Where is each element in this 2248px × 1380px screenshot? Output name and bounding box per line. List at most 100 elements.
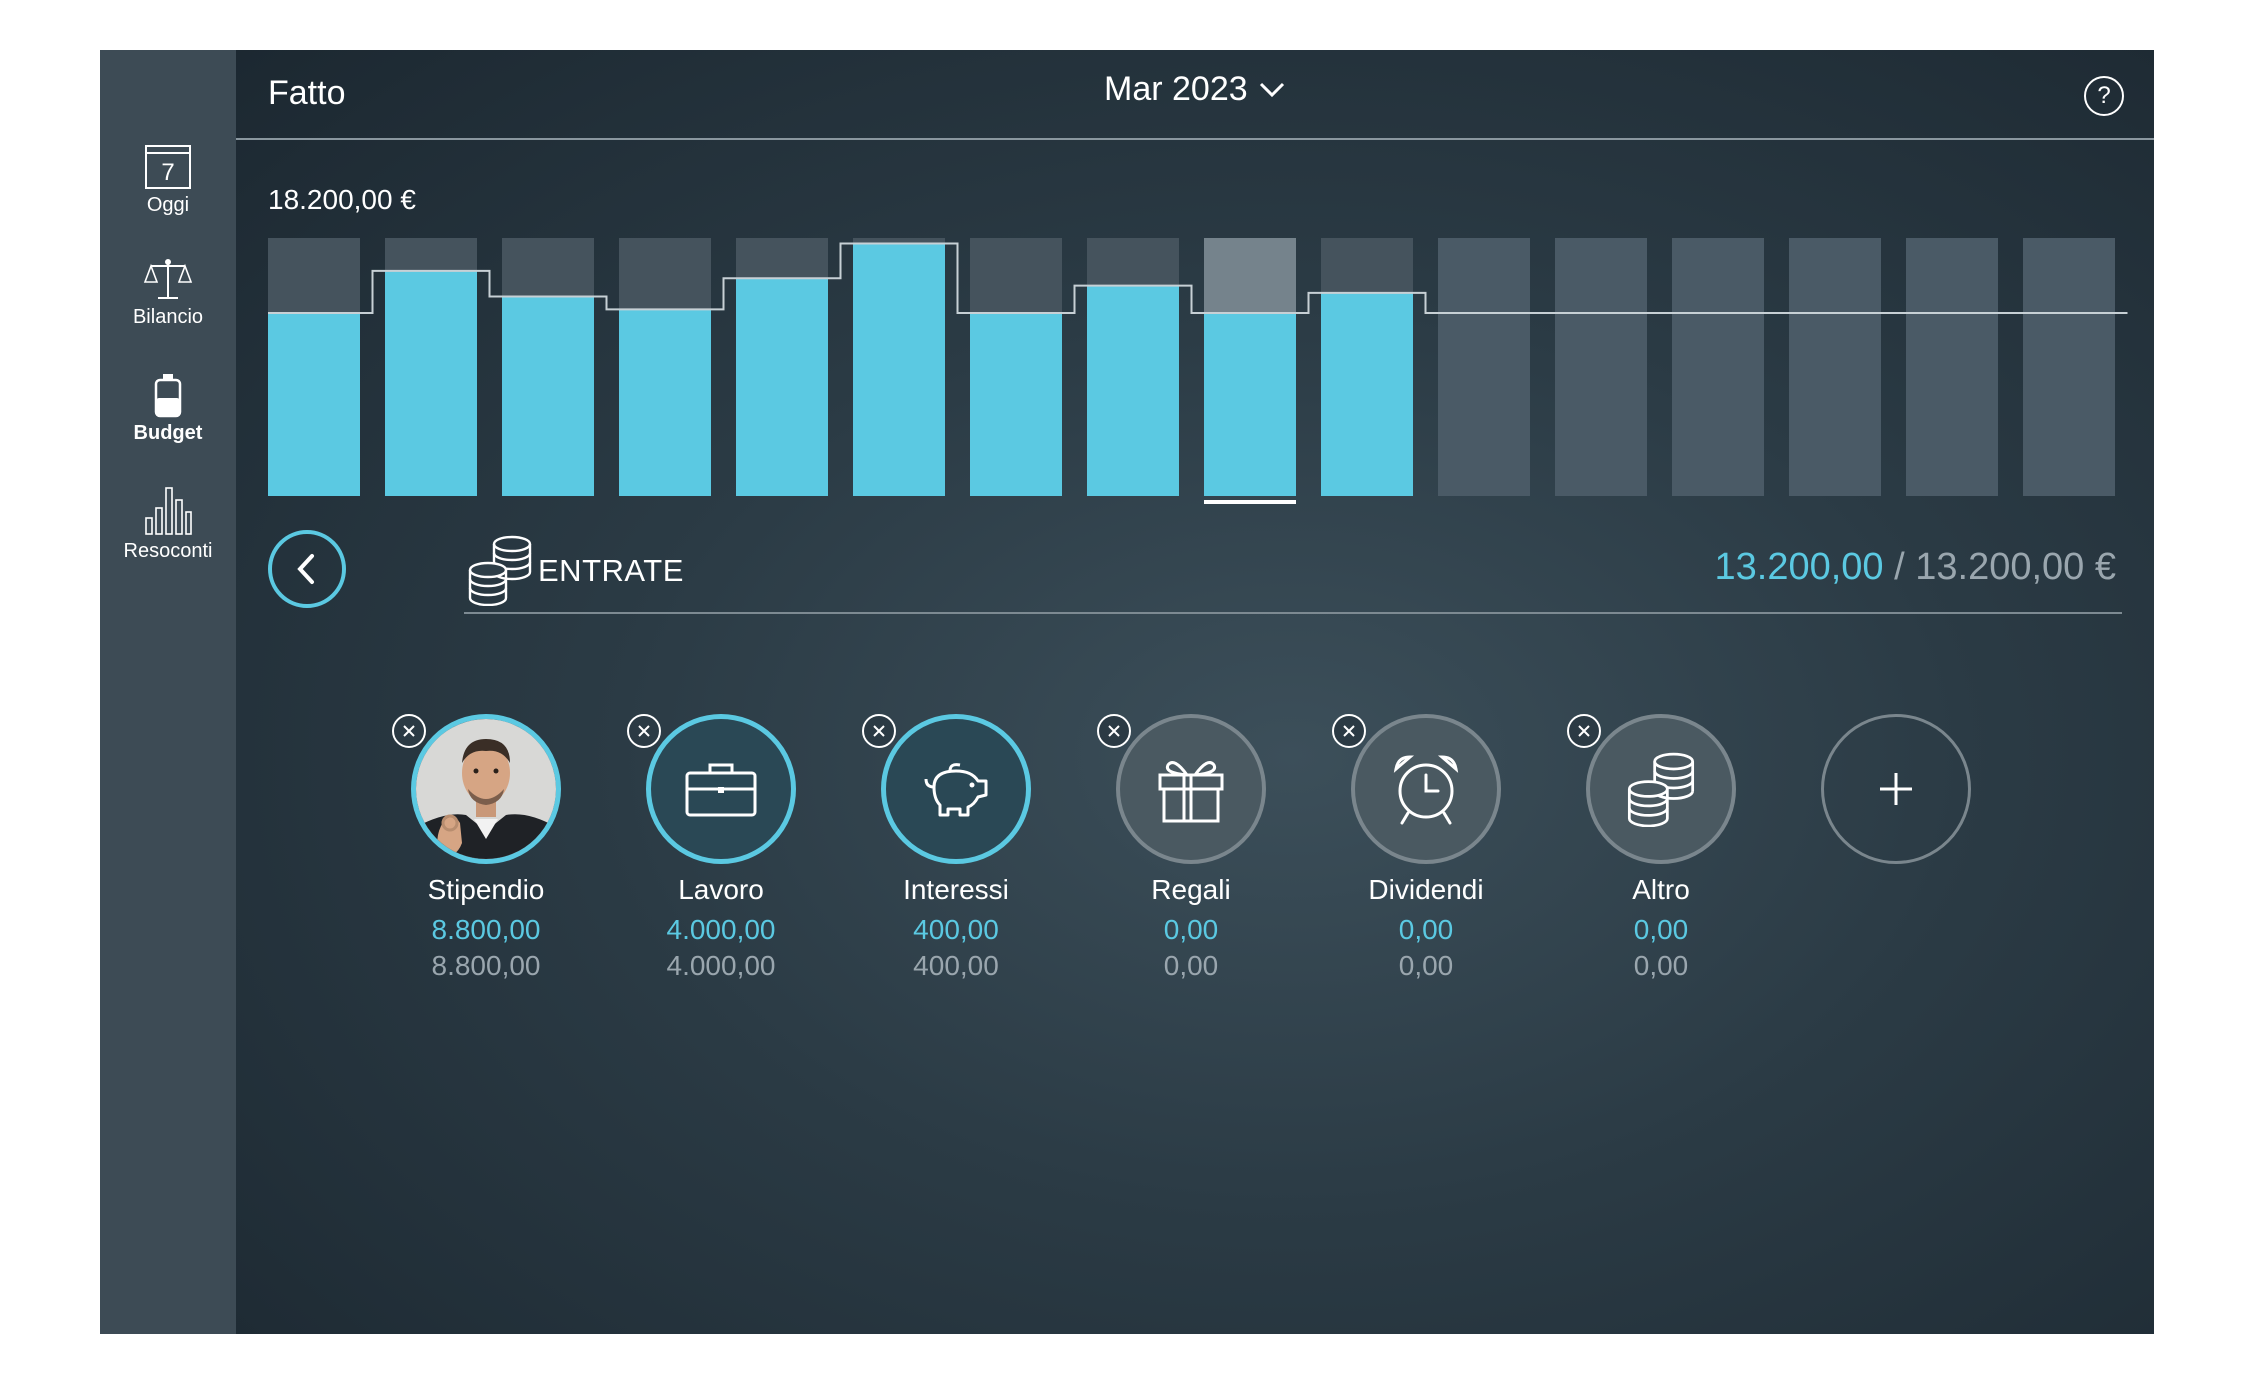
month-label: Mar 2023 [1104,70,1248,108]
category-name: Altro [1632,874,1690,905]
category-budget: 8.800,00 [431,950,541,981]
chart-bar[interactable] [970,313,1062,496]
chart-bar-background[interactable] [1672,238,1764,496]
category-budget: 4.000,00 [666,950,776,981]
budget-line [268,242,2128,315]
sidebar-item-bilancio[interactable]: Bilancio [100,256,236,329]
chart-amount-label: 18.200,00 € [268,184,416,215]
chart-bar-background[interactable] [1789,238,1881,496]
back-button[interactable] [268,530,346,608]
sidebar-item-budget[interactable]: Budget [100,372,236,445]
svg-text:7: 7 [161,159,174,186]
chart-bar-background[interactable] [1906,238,1998,496]
category-current: 400,00 [913,914,999,945]
category-interessi[interactable]: Interessi 400,00 400,00 [856,714,1056,982]
category-altro[interactable]: Altro 0,00 0,00 [1561,714,1761,982]
totals-budget: 13.200,00 € [1915,546,2116,588]
totals-separator: / [1883,546,1916,588]
category-name: Regali [1151,874,1231,905]
selected-month-indicator [1204,500,1296,504]
chart-bar[interactable] [1204,313,1296,496]
category-lavoro[interactable]: Lavoro 4.000,00 4.000,00 [621,714,821,982]
category-stipendio[interactable]: Stipendio 8.800,00 8.800,00 [386,714,586,982]
category-current: 0,00 [1163,914,1219,945]
category-budget: 400,00 [913,950,999,981]
chart-bar[interactable] [502,296,594,496]
sidebar-item-label: Bilancio [132,306,204,328]
chevron-down-icon [1259,82,1284,97]
category-regali[interactable]: Regali 0,00 0,00 [1091,714,1291,982]
briefcase-icon [685,763,757,817]
sidebar: 7 Oggi Bilancio Budget [100,50,236,1334]
category-circle [881,714,1031,864]
section-totals: 13.200,00 / 13.200,00 € [1715,546,2117,589]
header: Fatto Mar 2023 ? [236,50,2154,140]
main-panel: Fatto Mar 2023 ? 18.200,00 € [236,50,2154,1334]
done-button[interactable]: Fatto [268,74,346,112]
section-title: ENTRATE [538,553,684,588]
close-icon [403,725,415,737]
chart-bar[interactable] [385,270,477,496]
remove-button[interactable] [392,714,426,748]
add-category-button[interactable] [1796,714,1996,864]
calendar-icon: 7 [145,145,191,189]
chart-bar[interactable] [619,309,711,496]
totals-current: 13.200,00 [1714,546,1884,588]
chart-bar[interactable] [853,243,945,496]
category-budget: 0,00 [1398,950,1454,981]
remove-button[interactable] [1567,714,1601,748]
remove-button[interactable] [627,714,661,748]
category-dividendi[interactable]: Dividendi 0,00 0,00 [1326,714,1526,982]
category-name: Interessi [903,874,1009,905]
sidebar-item-label: Resoconti [123,540,213,562]
add-circle [1821,714,1971,864]
coins-icon [1627,752,1695,827]
divider [464,612,2122,614]
piggy-bank-icon [924,763,988,817]
gift-icon [1158,761,1224,823]
chart-bar[interactable] [1321,292,1413,496]
sidebar-item-label: Oggi [146,194,190,216]
category-name: Lavoro [678,874,764,905]
category-current: 0,00 [1398,914,1454,945]
bar-chart-icon [145,487,192,535]
chart-bar[interactable] [1087,285,1179,496]
sidebar-item-resoconti[interactable]: Resoconti [100,484,236,563]
scale-icon [143,259,193,299]
avatar [411,714,561,864]
category-budget: 0,00 [1633,950,1689,981]
chart-bar-background[interactable] [1438,238,1530,496]
help-button[interactable]: ? [2084,76,2124,116]
chart-bar-background[interactable] [2023,238,2115,496]
category-budget: 0,00 [1163,950,1219,981]
remove-button[interactable] [1332,714,1366,748]
close-icon [873,725,885,737]
month-selector[interactable]: Mar 2023 [1104,70,1286,109]
chevron-left-icon [297,554,314,584]
alarm-clock-icon [1393,755,1459,825]
category-circle [1351,714,1501,864]
close-icon [1578,725,1590,737]
category-circle [1116,714,1266,864]
close-icon [1108,725,1120,737]
sidebar-item-label: Budget [133,422,203,444]
coins-icon [468,535,532,606]
remove-button[interactable] [1097,714,1131,748]
chart-bar[interactable] [268,313,360,496]
person-photo [416,719,556,859]
category-circle [646,714,796,864]
chart-bar[interactable] [736,278,828,496]
sidebar-item-oggi[interactable]: 7 Oggi [100,144,236,217]
close-icon [638,725,650,737]
close-icon [1343,725,1355,737]
chart-bar-background[interactable] [1555,238,1647,496]
app-window: 7 Oggi Bilancio Budget [100,50,2154,1334]
category-name: Dividendi [1368,874,1484,905]
category-current: 4.000,00 [666,914,776,945]
category-circle [1586,714,1736,864]
remove-button[interactable] [862,714,896,748]
category-current: 0,00 [1633,914,1689,945]
plus-icon [1880,773,1912,805]
battery-icon [154,374,182,418]
budget-bar-chart[interactable] [236,50,2154,520]
